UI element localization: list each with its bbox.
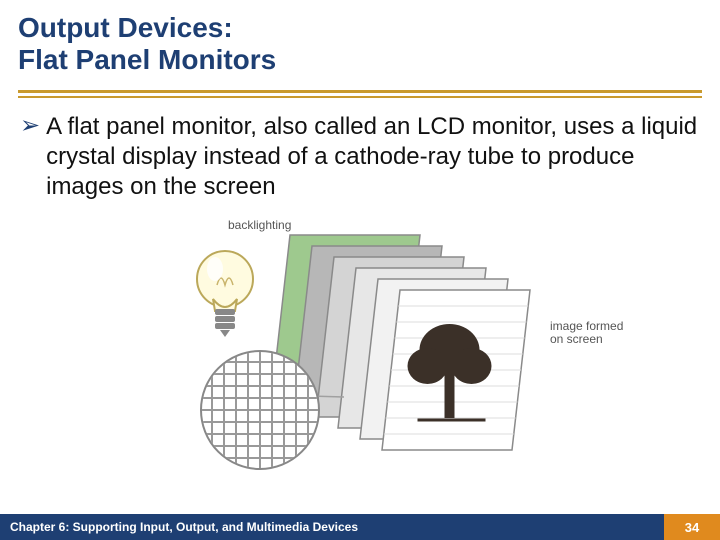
bullet-text: A flat panel monitor, also called an LCD… xyxy=(46,112,700,202)
label-backlighting: backlighting xyxy=(228,219,291,232)
title-rules xyxy=(0,90,720,98)
slide-footer: Chapter 6: Supporting Input, Output, and… xyxy=(0,514,720,540)
title-line-2: Flat Panel Monitors xyxy=(18,44,702,76)
body: ➢ A flat panel monitor, also called an L… xyxy=(0,98,720,202)
footer-page-number: 34 xyxy=(664,514,720,540)
lcd-figure: backlighting image formed on screen xyxy=(160,225,620,475)
title-line-1: Output Devices: xyxy=(18,12,702,44)
footer-chapter: Chapter 6: Supporting Input, Output, and… xyxy=(0,514,664,540)
bullet-arrow-icon: ➢ xyxy=(20,112,40,141)
pixel-grid-inset xyxy=(200,350,320,470)
label-image-formed: image formed on screen xyxy=(550,320,623,346)
slide: { "title": { "line1": "Output Devices:",… xyxy=(0,0,720,540)
bullet-item: ➢ A flat panel monitor, also called an L… xyxy=(20,112,700,202)
slide-title: Output Devices: Flat Panel Monitors xyxy=(0,0,720,84)
